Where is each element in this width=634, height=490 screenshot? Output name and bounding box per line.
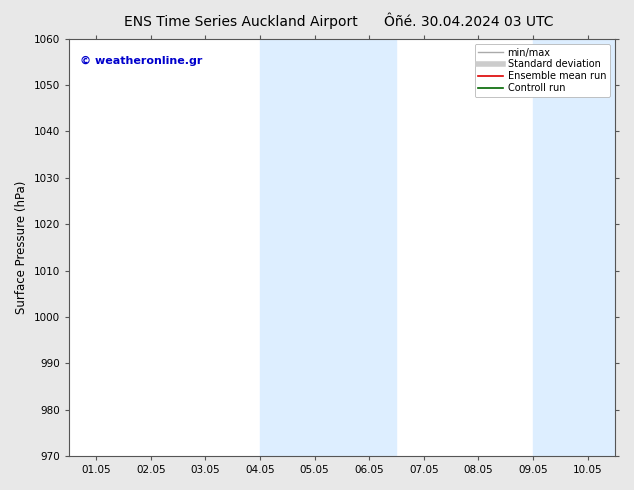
Legend: min/max, Standard deviation, Ensemble mean run, Controll run: min/max, Standard deviation, Ensemble me… (474, 44, 610, 97)
Text: ENS Time Series Auckland Airport: ENS Time Series Auckland Airport (124, 15, 358, 29)
Bar (260, 39, 396, 456)
Y-axis label: Surface Pressure (hPa): Surface Pressure (hPa) (15, 181, 28, 314)
Text: © weatheronline.gr: © weatheronline.gr (80, 55, 202, 66)
Bar (533, 39, 615, 456)
Text: Ôñé. 30.04.2024 03 UTC: Ôñé. 30.04.2024 03 UTC (384, 15, 554, 29)
